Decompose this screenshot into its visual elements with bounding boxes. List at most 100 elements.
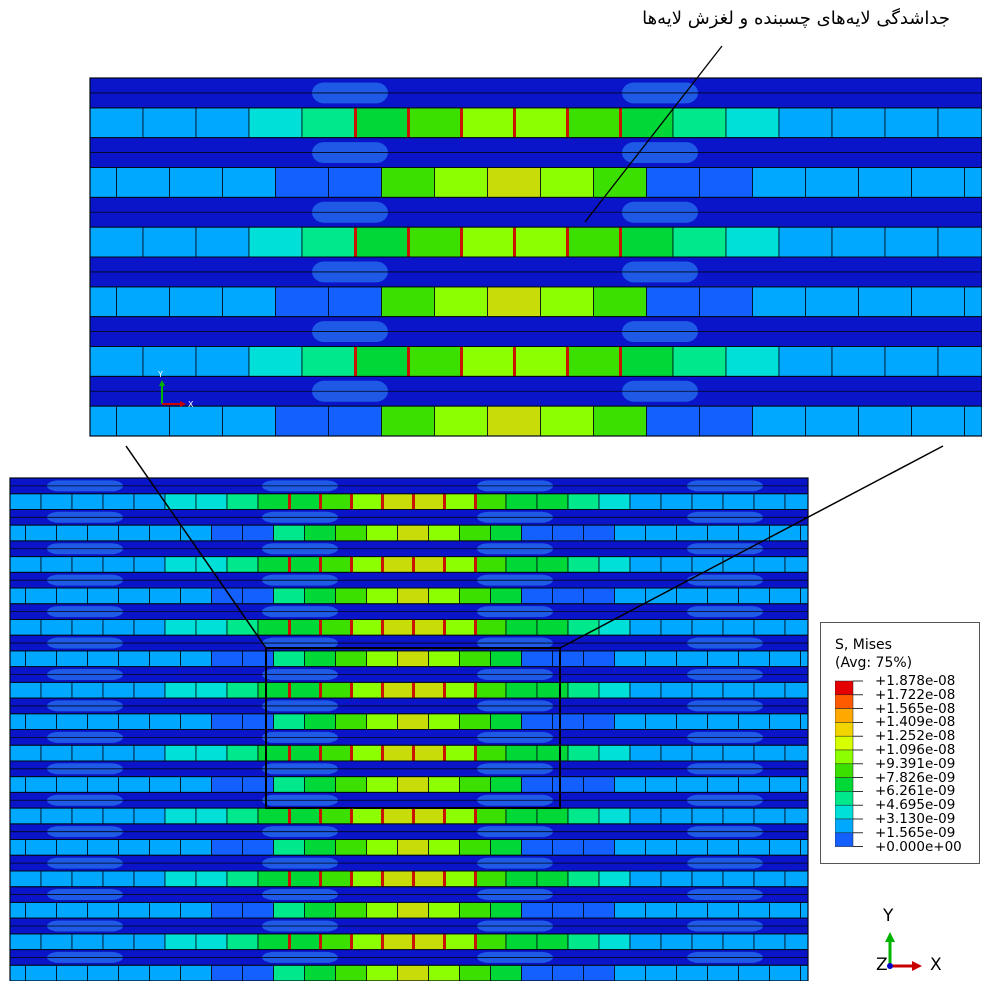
bot-element: [273, 713, 305, 730]
bot-element: [242, 524, 274, 542]
top-element: [513, 226, 568, 258]
bot-element: [567, 619, 600, 636]
zoom-line-left: [125, 445, 267, 649]
bot-element: [598, 870, 631, 888]
bot-element: [428, 964, 460, 981]
bot-element: [459, 524, 491, 542]
bot-element: [443, 807, 476, 825]
bot-element: [335, 713, 367, 730]
bot-element: [56, 524, 88, 542]
bot-element: [87, 839, 119, 856]
bot-element: [800, 524, 808, 542]
bot-element: [226, 556, 259, 573]
bot-element: [459, 713, 491, 730]
bot-element: [722, 933, 755, 950]
bot-element: [769, 839, 801, 856]
bot-element: [211, 524, 243, 542]
bot-red-joint: [381, 619, 384, 636]
bot-element: [87, 713, 119, 730]
bot-element: [164, 619, 197, 636]
bot-element: [412, 493, 445, 510]
bot-element: [102, 933, 135, 950]
bot-element: [505, 744, 538, 762]
bot-element: [350, 807, 383, 825]
top-element: [566, 226, 621, 258]
bot-element: [10, 524, 26, 542]
bot-element: [87, 776, 119, 793]
bot-red-joint: [288, 682, 291, 699]
bot-element: [381, 933, 414, 950]
bot-element: [102, 870, 135, 888]
top-element: [593, 405, 647, 436]
legend-label: +3.130e-09: [875, 811, 956, 827]
bot-element: [118, 713, 150, 730]
bot-element: [149, 776, 181, 793]
bot-element: [149, 964, 181, 981]
top-element: [275, 167, 329, 198]
bot-element: [366, 839, 398, 856]
bot-element: [102, 619, 135, 636]
bot-element: [412, 556, 445, 573]
bot-element: [552, 524, 584, 542]
bot-element: [707, 524, 739, 542]
bot-red-joint: [443, 870, 446, 887]
bot-element: [474, 744, 507, 762]
triad-y-label: Y: [883, 906, 894, 926]
top-red-joint: [513, 227, 516, 257]
legend-label: +1.096e-08: [875, 742, 956, 758]
bot-element: [242, 776, 274, 793]
bot-element: [536, 933, 569, 950]
bot-element: [443, 870, 476, 888]
top-element: [937, 226, 982, 258]
top-element: [434, 286, 488, 318]
bot-element: [474, 493, 507, 510]
bot-element: [474, 807, 507, 825]
top-element: [858, 286, 912, 318]
bot-element: [769, 776, 801, 793]
bot-element: [381, 681, 414, 699]
triad-z-label: Z: [876, 955, 888, 975]
bot-element: [40, 933, 73, 950]
bot-red-joint: [412, 493, 415, 510]
bot-element: [164, 807, 197, 825]
bot-element: [366, 713, 398, 730]
bot-element: [118, 587, 150, 605]
bot-element: [583, 964, 615, 981]
top-element: [646, 167, 700, 198]
bot-element: [536, 556, 569, 573]
bot-red-joint: [350, 933, 353, 950]
bot-element: [226, 619, 259, 636]
bot-element: [769, 650, 801, 668]
top-red-joint: [566, 107, 569, 138]
bot-element: [25, 587, 57, 605]
zoom-indicator: [125, 45, 944, 809]
top-element: [142, 346, 197, 377]
top-element: [434, 167, 488, 198]
bot-element: [598, 933, 631, 950]
bot-element: [552, 964, 584, 981]
bot-element: [474, 933, 507, 950]
top-element: [460, 107, 515, 139]
bot-red-joint: [381, 556, 384, 573]
top-element: [195, 107, 250, 139]
bot-element: [87, 587, 119, 605]
inset-x-label: X: [188, 400, 194, 409]
bot-element: [660, 870, 693, 888]
bot-element: [304, 713, 336, 730]
bot-red-joint: [350, 745, 353, 761]
top-element: [90, 346, 144, 377]
bot-red-joint: [381, 933, 384, 950]
legend-swatch: [835, 818, 854, 834]
top-element: [566, 107, 621, 139]
bot-element: [598, 493, 631, 510]
inset-axis-triad: Y X: [157, 370, 194, 409]
bot-element: [753, 556, 786, 573]
bot-element: [753, 493, 786, 510]
bot-element: [753, 870, 786, 888]
bot-element: [195, 744, 228, 762]
bot-element: [536, 807, 569, 825]
bot-element: [288, 807, 321, 825]
top-element: [354, 107, 409, 139]
top-red-joint: [354, 107, 357, 138]
bot-element: [645, 776, 677, 793]
